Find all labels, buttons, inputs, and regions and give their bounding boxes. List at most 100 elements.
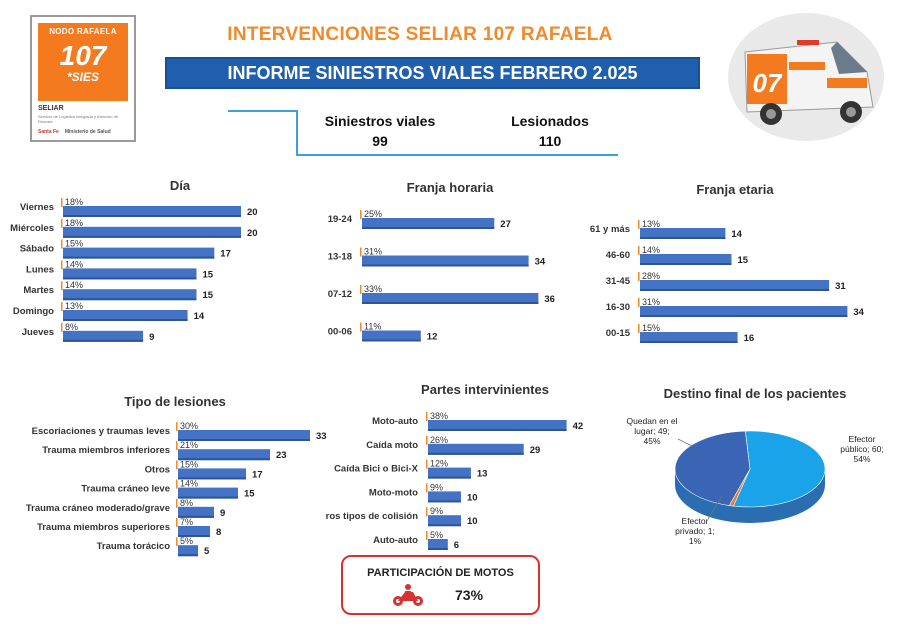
bar: [428, 420, 567, 431]
bar-shadow: [428, 548, 448, 550]
bar-shadow: [63, 339, 144, 342]
bar-tick: [638, 246, 640, 255]
value-label: 12: [427, 332, 438, 343]
bar: [178, 545, 198, 557]
bar-shadow: [178, 458, 270, 461]
chart-title: Destino final de los pacientes: [663, 386, 847, 401]
percent-label: 5%: [180, 536, 193, 546]
bar-shadow: [63, 298, 197, 301]
bar: [640, 332, 738, 343]
motorcycle-icon: [393, 584, 423, 606]
bar-shadow: [428, 452, 524, 455]
value-label: 10: [467, 516, 478, 527]
category-label: Martes: [23, 285, 54, 296]
bar-tick: [176, 518, 178, 527]
bar-shadow: [178, 535, 210, 537]
bar-shadow: [640, 315, 848, 317]
value-label: 9: [220, 508, 225, 519]
value-label: 31: [835, 281, 846, 292]
category-label: 13-18: [328, 252, 352, 263]
bar: [640, 228, 726, 239]
bar-tick: [426, 507, 428, 517]
pie-label: privado; 1;: [675, 526, 715, 536]
bar: [63, 310, 188, 321]
bar-shadow: [428, 429, 567, 431]
bar-shadow: [640, 237, 726, 239]
bar-shadow: [63, 256, 215, 259]
category-label: Caída Bici o Bici-X: [334, 464, 419, 475]
bar-tick: [61, 218, 63, 228]
value-label: 5: [204, 546, 210, 557]
percent-label: 15%: [180, 459, 198, 469]
bar-tick: [638, 220, 640, 229]
value-label: 15: [738, 255, 749, 266]
chart-title: Partes intervinientes: [421, 382, 549, 397]
lesionados-value: 110: [538, 133, 562, 149]
category-label: Auto-auto: [373, 535, 418, 546]
bar-tick: [176, 537, 178, 547]
bar-tick: [176, 441, 178, 451]
pie-label: 45%: [643, 436, 660, 446]
percent-label: 9%: [430, 482, 443, 492]
value-label: 14: [194, 311, 205, 322]
chart-franja-etaria: Franja etaria 61 y más 13% 14 46-60 14% 15 31-…: [580, 180, 890, 355]
bar-tick: [360, 285, 362, 294]
category-label: 61 y más: [590, 224, 630, 235]
bar-shadow: [428, 524, 461, 527]
percent-label: 13%: [65, 301, 83, 311]
category-label: ros tipos de colisión: [326, 511, 419, 522]
percent-label: 14%: [642, 245, 660, 255]
category-label: 00-06: [328, 327, 352, 338]
lesionados-label: Lesionados: [511, 113, 589, 129]
summary-accent-line: [228, 110, 298, 112]
bar-shadow: [640, 289, 830, 291]
report-subtitle: INFORME SINIESTROS VIALES FEBRERO 2.025: [165, 57, 700, 89]
bar: [63, 268, 197, 280]
bar: [178, 468, 246, 480]
category-label: Trauma cráneo moderado/grave: [26, 503, 170, 514]
logo-sies: *SIES: [66, 70, 99, 84]
chart-title: Franja horaria: [406, 180, 494, 195]
value-label: 10: [467, 492, 478, 503]
bar: [640, 254, 732, 265]
bar-shadow: [178, 477, 246, 480]
percent-label: 9%: [430, 506, 443, 516]
category-label: Lunes: [26, 264, 54, 275]
bar: [428, 539, 448, 550]
pie-label: Quedan en el: [626, 416, 677, 426]
bar-shadow: [362, 264, 529, 267]
bar: [362, 255, 529, 267]
value-label: 14: [731, 229, 742, 240]
bar: [178, 430, 310, 441]
percent-label: 26%: [430, 435, 448, 445]
bar-tick: [61, 260, 63, 270]
logo-seliar: SELIAR: [38, 105, 64, 112]
motos-label: PARTICIPACIÓN DE MOTOS: [367, 567, 514, 579]
value-label: 20: [247, 228, 258, 239]
siniestros-value: 99: [372, 133, 388, 149]
bar-tick: [426, 483, 428, 493]
pie-label: Efector: [682, 516, 709, 526]
percent-label: 14%: [65, 280, 83, 290]
chart-dia-plot: Viernes 18% 20 Miércoles 18% 20 Sábado 15% 17 Lun…: [10, 197, 258, 343]
category-label: Trauma miembros inferiores: [42, 445, 170, 456]
percent-label: 18%: [65, 218, 83, 228]
percent-label: 18%: [65, 197, 83, 207]
category-label: Domingo: [13, 306, 54, 317]
logo-badge: NODO RAFAELA 107 *SIES: [38, 23, 128, 101]
value-label: 27: [500, 219, 511, 230]
category-label: Otros: [145, 464, 170, 475]
bar-shadow: [640, 341, 738, 343]
value-label: 17: [220, 249, 231, 260]
bar-tick: [426, 412, 428, 421]
value-label: 15: [203, 290, 214, 301]
percent-label: 14%: [65, 259, 83, 269]
value-label: 15: [244, 489, 255, 500]
pie-label: lugar; 49;: [634, 426, 669, 436]
chart-franja-horaria-plot: 19-24 25% 27 13-18 31% 34 07-12 33% 36 00-06 11% 12: [328, 209, 555, 343]
bar-shadow: [63, 277, 197, 280]
bar-tick: [176, 460, 178, 470]
category-label: Caída moto: [366, 440, 418, 451]
pie-label: Efector: [849, 434, 876, 444]
pie-label: 1%: [689, 536, 702, 546]
